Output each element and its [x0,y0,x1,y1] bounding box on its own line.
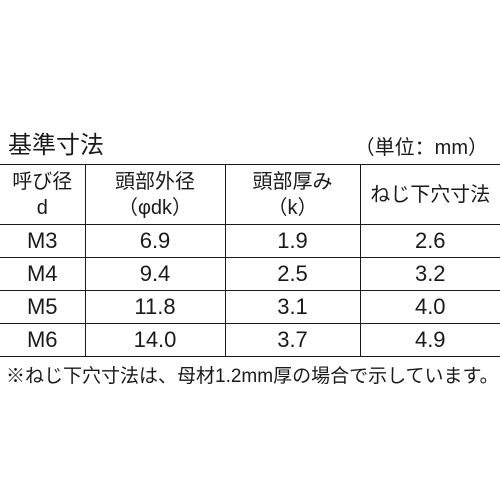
cell-hole: 3.2 [360,258,500,291]
cell-dk: 6.9 [85,225,225,258]
cell-hole: 4.0 [360,291,500,324]
cell-dk: 11.8 [85,291,225,324]
cell-d: M3 [0,225,85,258]
col-header-outer-diameter: 頭部外径 （φdk） [85,165,225,225]
footnote: ※ねじ下穴寸法は、母材1.2mm厚の場合で示しています。 [0,357,500,388]
cell-k: 3.7 [225,324,360,357]
cell-d: M6 [0,324,85,357]
cell-k: 3.1 [225,291,360,324]
cell-d: M4 [0,258,85,291]
table-header-row: 呼び径 d 頭部外径 （φdk） 頭部厚み （k） ねじ下穴寸法 [0,165,500,225]
cell-hole: 2.6 [360,225,500,258]
table-row: M6 14.0 3.7 4.9 [0,324,500,357]
dimension-table: 呼び径 d 頭部外径 （φdk） 頭部厚み （k） ねじ下穴寸法 M3 6 [0,164,500,357]
table-row: M4 9.4 2.5 3.2 [0,258,500,291]
col-header-hole: ねじ下穴寸法 [360,165,500,225]
col-header-thickness: 頭部厚み （k） [225,165,360,225]
table-title: 基準寸法 [8,125,104,160]
cell-dk: 14.0 [85,324,225,357]
cell-k: 1.9 [225,225,360,258]
cell-d: M5 [0,291,85,324]
cell-dk: 9.4 [85,258,225,291]
header-row: 基準寸法 （単位：mm） [0,125,500,164]
unit-label: （単位：mm） [355,131,488,160]
table-row: M3 6.9 1.9 2.6 [0,225,500,258]
table-row: M5 11.8 3.1 4.0 [0,291,500,324]
cell-hole: 4.9 [360,324,500,357]
dimension-table-container: 基準寸法 （単位：mm） 呼び径 d 頭部外径 （φdk） 頭部厚み （k） ね… [0,125,500,388]
table-body: M3 6.9 1.9 2.6 M4 9.4 2.5 3.2 M5 11.8 3.… [0,225,500,357]
col-header-diameter: 呼び径 d [0,165,85,225]
cell-k: 2.5 [225,258,360,291]
